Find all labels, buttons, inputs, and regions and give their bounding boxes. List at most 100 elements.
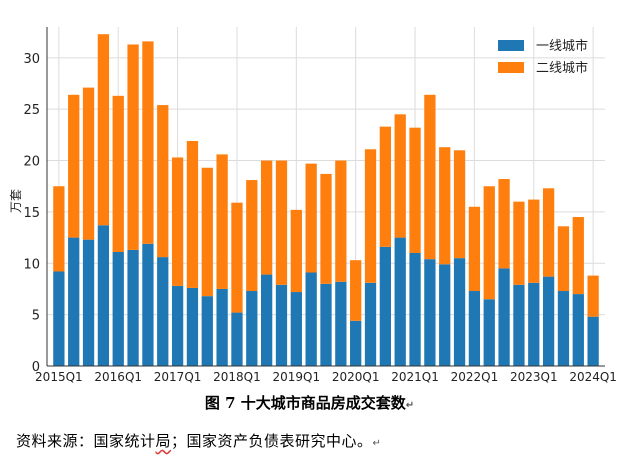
bar-tier1-segment xyxy=(587,316,599,366)
y-tick-label: 10 xyxy=(23,257,40,272)
bar-tier1-segment xyxy=(528,282,540,366)
source-note: 资料来源：国家统计局；国家资产负债表研究中心。↵ xyxy=(16,430,381,451)
bar-tier2-segment xyxy=(498,179,510,269)
y-tick-label: 0 xyxy=(32,360,40,375)
x-tick-label: 2023Q1 xyxy=(510,370,558,384)
bar-tier2-segment xyxy=(216,154,228,289)
x-tick-label: 2017Q1 xyxy=(154,370,202,384)
bar-tier2-segment xyxy=(127,44,139,250)
bar-tier2-segment xyxy=(186,141,199,288)
x-tick-label: 2021Q1 xyxy=(391,370,439,384)
bar-tier1-segment xyxy=(305,272,317,366)
bar-tier1-segment xyxy=(82,239,95,366)
bar-tier1-segment xyxy=(290,292,302,366)
y-tick-label: 15 xyxy=(23,206,40,221)
bar-tier1-segment xyxy=(572,294,584,366)
bar-tier1-segment xyxy=(112,251,124,366)
paragraph-mark-icon: ↵ xyxy=(405,400,415,411)
bar-tier2-segment xyxy=(246,180,258,292)
bar-tier2-segment xyxy=(157,105,169,258)
bar-tier2-segment xyxy=(171,157,184,286)
bar-tier2-segment xyxy=(112,95,124,252)
bar-tier2-segment xyxy=(53,186,65,272)
bar-tier1-segment xyxy=(409,253,421,366)
bar-tier1-segment xyxy=(439,264,451,366)
source-prefix: 资料来源：国家统计 xyxy=(16,432,156,450)
x-tick-label: 2015Q1 xyxy=(35,370,83,384)
bar-tier1-segment xyxy=(246,291,258,366)
y-axis-label: 万套 xyxy=(9,189,23,213)
bars xyxy=(53,34,599,366)
legend-label: 二线城市 xyxy=(536,60,588,76)
bar-tier1-segment xyxy=(498,268,510,366)
bar-tier2-segment xyxy=(260,160,273,275)
source-suffix: ；国家资产负债表研究中心。 xyxy=(171,432,373,450)
bar-tier2-segment xyxy=(82,87,95,240)
bar-tier1-segment xyxy=(379,246,392,366)
bar-tier1-segment xyxy=(335,281,347,366)
bar-tier2-segment xyxy=(201,167,213,297)
bar-tier2-segment xyxy=(394,114,406,238)
bar-tier2-segment xyxy=(275,160,288,285)
bar-tier1-segment xyxy=(171,285,184,366)
x-tick-label: 2022Q1 xyxy=(451,370,499,384)
bar-tier2-segment xyxy=(542,188,555,277)
bar-tier1-segment xyxy=(231,312,243,366)
bar-tier2-segment xyxy=(320,173,332,284)
bar-tier1-segment xyxy=(53,271,65,366)
x-tick-label: 2019Q1 xyxy=(273,370,321,384)
bar-tier1-segment xyxy=(513,284,525,366)
bar-tier1-segment xyxy=(468,291,481,366)
paragraph-mark-icon: ↵ xyxy=(372,438,382,449)
x-tick-label: 2024Q1 xyxy=(569,370,617,384)
bar-tier1-segment xyxy=(275,284,288,366)
bar-tier1-segment xyxy=(216,288,228,366)
bar-tier1-segment xyxy=(350,320,362,366)
bar-tier1-segment xyxy=(68,237,80,366)
bar-tier1-segment xyxy=(394,237,406,366)
x-tick-label: 2018Q1 xyxy=(213,370,261,384)
bar-tier2-segment xyxy=(350,260,362,321)
axes xyxy=(46,27,605,367)
bar-tier2-segment xyxy=(290,209,302,293)
bar-tier1-segment xyxy=(260,274,273,366)
bar-tier1-segment xyxy=(97,225,110,366)
bar-tier1-segment xyxy=(364,282,377,366)
bar-tier1-segment xyxy=(201,296,213,366)
bar-tier1-segment xyxy=(320,283,332,366)
bar-tier2-segment xyxy=(572,217,584,295)
legend-swatch xyxy=(498,40,524,51)
bar-tier2-segment xyxy=(231,202,243,313)
bar-tier2-segment xyxy=(587,275,599,317)
bar-tier2-segment xyxy=(439,147,451,265)
bar-tier2-segment xyxy=(142,41,154,244)
y-tick-labels: 0 5 10 15 20 25 30 xyxy=(23,52,40,375)
x-tick-label: 2016Q1 xyxy=(94,370,142,384)
x-tick-label: 2020Q1 xyxy=(332,370,380,384)
bar-tier2-segment xyxy=(305,163,317,273)
bar-tier2-segment xyxy=(468,206,481,292)
bar-tier2-segment xyxy=(513,201,525,285)
bar-tier2-segment xyxy=(68,94,80,238)
y-tick-label: 5 xyxy=(32,309,40,324)
legend-label: 一线城市 xyxy=(536,38,588,54)
bar-tier1-segment xyxy=(557,291,570,366)
bar-tier2-segment xyxy=(335,160,347,282)
bar-tier1-segment xyxy=(424,259,436,366)
bar-tier1-segment xyxy=(483,299,495,366)
bar-tier2-segment xyxy=(557,226,570,292)
bar-tier2-segment xyxy=(379,126,392,247)
bar-tier2-segment xyxy=(97,34,110,226)
bar-tier1-segment xyxy=(542,276,555,366)
x-tick-labels: 2015Q1 2016Q1 2017Q1 2018Q1 2019Q1 2020Q1 2021… xyxy=(35,370,617,384)
bar-tier1-segment xyxy=(186,287,199,366)
figure-caption: 图 7 十大城市商品房成交套数↵ xyxy=(0,392,619,413)
legend-swatch xyxy=(498,62,524,73)
y-tick-label: 25 xyxy=(23,103,40,118)
bar-tier1-segment xyxy=(127,249,139,366)
bar-tier1-segment xyxy=(453,258,466,366)
bar-tier2-segment xyxy=(483,186,495,300)
bar-tier2-segment xyxy=(364,149,377,283)
bar-tier1-segment xyxy=(142,243,154,366)
bar-tier2-segment xyxy=(528,199,540,283)
